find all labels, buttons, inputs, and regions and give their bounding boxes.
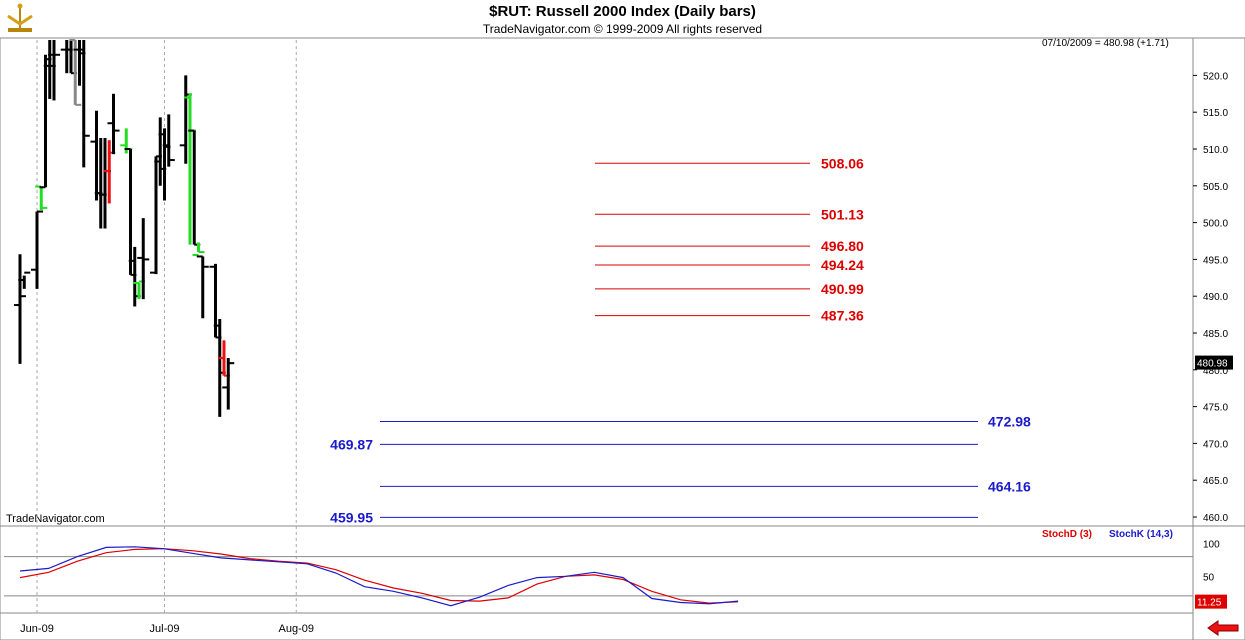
stoch-line-d bbox=[19, 548, 739, 604]
resistance-label: 494.24 bbox=[821, 257, 864, 273]
resistance-label: 501.13 bbox=[821, 206, 864, 222]
last-price-label: 480.98 bbox=[1197, 359, 1228, 370]
y-tick-label: 490.0 bbox=[1203, 292, 1228, 303]
ohlc-bar bbox=[107, 93, 120, 155]
y-tick-label: 480.0 bbox=[1203, 366, 1228, 377]
stoch-value-label: 11.25 bbox=[1197, 598, 1222, 609]
copyright-subtitle: TradeNavigator.com © 1999-2009 All right… bbox=[482, 22, 763, 36]
chart-title: $RUT: Russell 2000 Index (Daily bars) bbox=[489, 3, 756, 20]
y-tick-label: 470.0 bbox=[1203, 439, 1228, 450]
y-tick-label: 500.0 bbox=[1203, 219, 1228, 230]
stoch-tick-label: 100 bbox=[1203, 540, 1220, 551]
ohlc-bar bbox=[69, 39, 82, 106]
y-tick-label: 475.0 bbox=[1203, 403, 1228, 414]
ohlc-bar bbox=[222, 358, 235, 410]
y-tick-label: 505.0 bbox=[1203, 182, 1228, 193]
y-tick-label: 460.0 bbox=[1203, 513, 1228, 524]
ohlc-bar bbox=[192, 242, 205, 256]
ohlc-bar bbox=[31, 210, 43, 289]
stoch-k-legend: StochK (14,3) bbox=[1109, 529, 1173, 540]
x-tick-label: Jun-09 bbox=[20, 623, 54, 635]
last-quote: 07/10/2009 = 480.98 (+1.71) bbox=[1042, 38, 1169, 49]
chart-frame bbox=[0, 37, 1245, 640]
resistance-label: 490.99 bbox=[821, 281, 864, 297]
resistance-label: 487.36 bbox=[821, 308, 864, 324]
support-label: 464.16 bbox=[988, 478, 1031, 494]
ohlc-bar bbox=[162, 114, 175, 167]
x-tick-label: Aug-09 bbox=[279, 623, 314, 635]
y-tick-label: 515.0 bbox=[1203, 108, 1228, 119]
trade-navigator-logo bbox=[2, 2, 38, 34]
support-label: 469.87 bbox=[330, 436, 373, 452]
y-tick-label: 485.0 bbox=[1203, 329, 1228, 340]
stoch-d-legend: StochD (3) bbox=[1042, 529, 1092, 540]
ohlc-bar bbox=[18, 271, 31, 289]
ohlc-bar bbox=[196, 255, 209, 319]
scroll-left-arrow-icon[interactable] bbox=[1206, 620, 1240, 636]
resistance-label: 496.80 bbox=[821, 238, 864, 254]
stoch-line-k bbox=[19, 546, 739, 607]
support-label: 459.95 bbox=[330, 509, 373, 525]
support-label: 472.98 bbox=[988, 413, 1031, 429]
last-price-box bbox=[1195, 355, 1233, 370]
watermark: TradeNavigator.com bbox=[6, 513, 105, 525]
ohlc-bar bbox=[77, 40, 90, 168]
x-tick-label: Jul-09 bbox=[150, 623, 180, 635]
y-tick-label: 510.0 bbox=[1203, 145, 1228, 156]
y-tick-label: 495.0 bbox=[1203, 255, 1228, 266]
y-tick-label: 520.0 bbox=[1203, 71, 1228, 82]
y-tick-label: 465.0 bbox=[1203, 476, 1228, 487]
stoch-tick-label: 50 bbox=[1203, 572, 1215, 583]
ohlc-bar bbox=[14, 254, 26, 364]
ohlc-bar bbox=[48, 40, 60, 101]
ohlc-bar bbox=[137, 218, 150, 300]
resistance-label: 508.06 bbox=[821, 155, 864, 171]
stoch-value-box bbox=[1195, 594, 1227, 609]
